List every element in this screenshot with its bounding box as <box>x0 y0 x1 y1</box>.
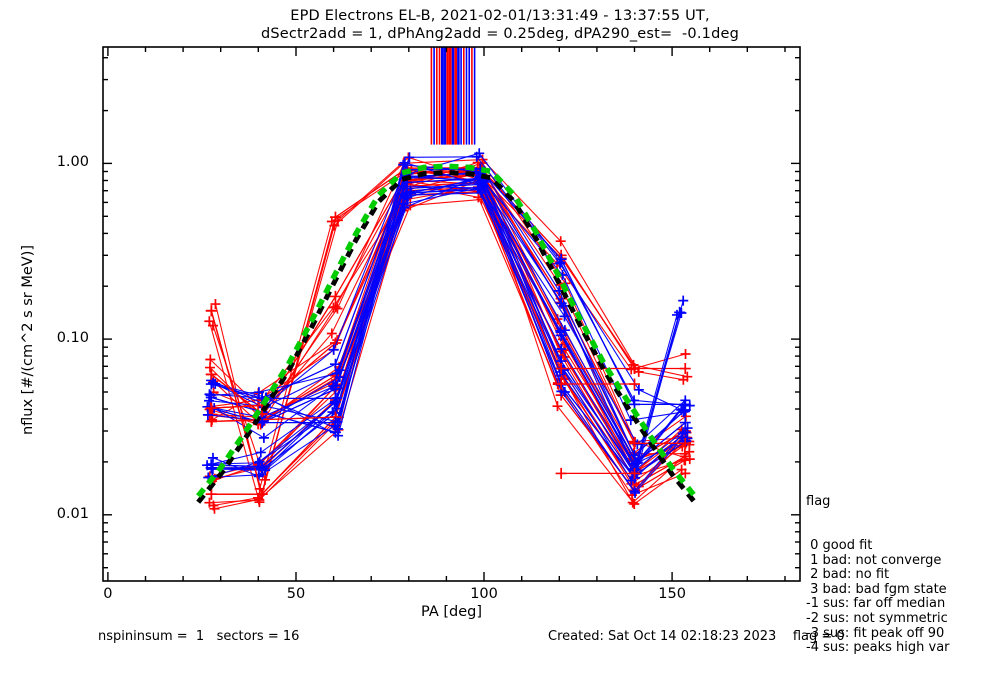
x-tick-label: 50 <box>286 586 306 602</box>
flag-legend-item: 0 good fit <box>806 537 873 553</box>
flag-legend-item: -2 sus: not symmetric <box>806 610 948 626</box>
y-tick-label: 1.00 <box>56 154 89 171</box>
x-tick-label: 0 <box>103 586 113 602</box>
axis-layer <box>102 46 801 582</box>
footer-left: nspininsum = 1 sectors = 16 <box>98 629 300 644</box>
plot-page: EPD Electrons EL-B, 2021-02-01/13:31:49 … <box>0 0 950 655</box>
page-subtitle: dSectr2add = 1, dPhAng2add = 0.25deg, dP… <box>260 26 740 42</box>
flag-legend-header: flag <box>806 494 831 510</box>
flag-legend-item: 1 bad: not converge <box>806 552 942 568</box>
footer-right: Created: Sat Oct 14 02:18:23 2023 flag =… <box>548 629 845 644</box>
flag-legend-item: 3 bad: bad fgm state <box>806 581 947 597</box>
x-tick-label: 100 <box>470 586 498 602</box>
y-tick-label: 0.01 <box>56 505 89 522</box>
flag-legend-item: -3 sus: fit peak off 90 <box>806 625 945 641</box>
x-tick-label: 150 <box>658 586 686 602</box>
x-axis-label: PA [deg] <box>421 604 482 620</box>
y-axis-label: nflux [#/(cm^2 s sr MeV)] <box>20 244 36 436</box>
flag-legend-item: -1 sus: far off median <box>806 596 946 612</box>
flag-legend: flag 0 good fit 1 bad: not converge 2 ba… <box>806 466 950 685</box>
data-series-layer <box>196 47 697 514</box>
flag-legend-items: 0 good fit 1 bad: not converge 2 bad: no… <box>806 537 950 656</box>
y-axis-ticklabels: 1.00 0.10 0.01 <box>0 0 97 650</box>
flag-legend-item: 2 bad: no fit <box>806 567 890 583</box>
y-tick-label: 0.10 <box>56 330 89 347</box>
page-title: EPD Electrons EL-B, 2021-02-01/13:31:49 … <box>290 8 710 24</box>
chart-canvas <box>102 46 801 582</box>
